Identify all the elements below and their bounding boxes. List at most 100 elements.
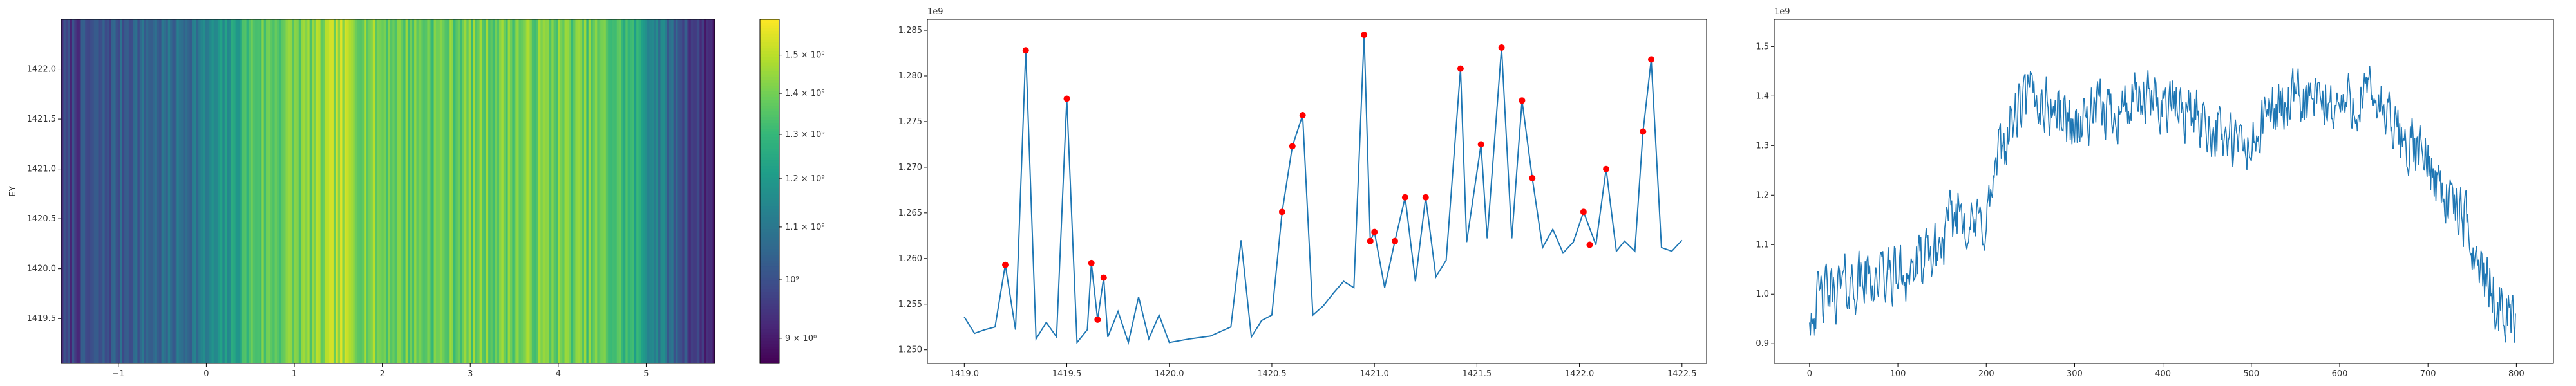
- x-tick-label: 4: [556, 369, 561, 379]
- heatmap-cell: [634, 19, 637, 363]
- heatmap-cell: [592, 19, 596, 363]
- x-tick-label: 800: [2508, 369, 2524, 379]
- colorbar-segment: [760, 96, 779, 100]
- colorbar-segment: [760, 85, 779, 89]
- heatmap-cell: [327, 19, 330, 363]
- heatmap-cell: [248, 19, 251, 363]
- y-tick-label: 1.1: [1756, 240, 1769, 250]
- colorbar-segment: [760, 19, 779, 23]
- heatmap-cell: [102, 19, 106, 363]
- heatmap-cell: [688, 19, 692, 363]
- heatmap-cell: [625, 19, 629, 363]
- heatmap-cell: [431, 19, 435, 363]
- colorbar-segment: [760, 154, 779, 158]
- heatmap-cell: [479, 19, 482, 363]
- heatmap-cell: [229, 19, 232, 363]
- heatmap-cell: [375, 19, 378, 363]
- colorbar-segment: [760, 125, 779, 129]
- heatmap-cell: [695, 19, 698, 363]
- heatmap-cell: [418, 19, 421, 363]
- colorbar-segment: [760, 217, 779, 221]
- heatmap-cell: [645, 19, 648, 363]
- heatmap-cell: [220, 19, 223, 363]
- plot-frame: [1774, 19, 2554, 364]
- heatmap-cell: [100, 19, 103, 363]
- heatmap-cell: [323, 19, 325, 363]
- heatmap-cell: [82, 19, 86, 363]
- heatmap-cell: [704, 19, 707, 363]
- heatmap-cell: [525, 19, 528, 363]
- x-tick-label: 1: [292, 369, 297, 379]
- colorbar-segment: [760, 274, 779, 278]
- peak-marker: [1603, 165, 1609, 172]
- x-tick-label: 5: [643, 369, 649, 379]
- heatmap-cell: [251, 19, 254, 363]
- heatmap-cell: [397, 19, 400, 363]
- heatmap-cell: [481, 19, 484, 363]
- colorbar-segment: [760, 199, 779, 203]
- heatmap-cell: [647, 19, 650, 363]
- colorbar-segment: [760, 128, 779, 132]
- colorbar-segment: [760, 211, 779, 215]
- heatmap-cell: [394, 19, 397, 363]
- heatmap-cell: [227, 19, 230, 363]
- colorbar-segment: [760, 197, 779, 201]
- heatmap-cell: [440, 19, 443, 363]
- heatmap-cell: [619, 19, 622, 363]
- heatmap-cell: [87, 19, 90, 363]
- heatmap-cell: [176, 19, 180, 363]
- heatmap-cell: [492, 19, 495, 363]
- colorbar-segment: [760, 114, 779, 118]
- x-tick-label: 200: [1978, 369, 1994, 379]
- colorbar-frame: [759, 19, 780, 364]
- y-tick-label: 1.5: [1756, 42, 1769, 51]
- colorbar-segment: [760, 246, 779, 250]
- y-tick-label: 1419.5: [27, 314, 57, 324]
- heatmap-cell: [575, 19, 578, 363]
- heatmap-cell: [627, 19, 630, 363]
- heatmap-cell: [255, 19, 258, 363]
- colorbar-segment: [760, 71, 779, 75]
- series-line: [1809, 65, 2516, 343]
- heatmap-cell: [355, 19, 358, 363]
- colorbar-segment: [760, 205, 779, 209]
- peak-marker: [1361, 32, 1368, 39]
- heatmap-cell: [553, 19, 556, 363]
- heatmap-cell: [588, 19, 591, 363]
- series-line-panel: 0 100 200 300 400 500 600 700 800 0.9 1.0 1.1 1.2 1.3…: [1756, 7, 2554, 379]
- heatmap-cell: [503, 19, 506, 363]
- heatmap-cell: [307, 19, 310, 363]
- colorbar-segment: [760, 45, 779, 49]
- heatmap-cell: [150, 19, 153, 363]
- heatmap-cell: [571, 19, 574, 363]
- colorbar-segment: [760, 165, 779, 169]
- heatmap-cell: [124, 19, 128, 363]
- heatmap-cell: [453, 19, 456, 363]
- heatmap-cell: [296, 19, 299, 363]
- heatmap-cell: [146, 19, 149, 363]
- heatmap-cell: [708, 19, 711, 363]
- colorbar-segment: [760, 337, 779, 341]
- colorbar-segment: [760, 289, 779, 293]
- colorbar-segment: [760, 179, 779, 183]
- colorbar-segment: [760, 140, 779, 143]
- heatmap-cell: [340, 19, 343, 363]
- heatmap-cell: [529, 19, 533, 363]
- peak-marker: [1002, 261, 1009, 268]
- heatmap-cell: [301, 19, 304, 363]
- heatmap-cell: [531, 19, 535, 363]
- colorbar-segment: [760, 262, 779, 267]
- heatmap-cell: [166, 19, 169, 363]
- heatmap-cell: [71, 19, 75, 363]
- heatmap-cell: [156, 19, 160, 363]
- colorbar-segment: [760, 346, 779, 350]
- heatmap-cell: [499, 19, 502, 363]
- heatmap-cell: [281, 19, 284, 363]
- colorbar-segment: [760, 203, 779, 207]
- heatmap-cell: [224, 19, 227, 363]
- heatmap-cell: [274, 19, 278, 363]
- heatmap-cell: [442, 19, 446, 363]
- heatmap-cell: [320, 19, 323, 363]
- colorbar-segment: [760, 79, 779, 83]
- heatmap-cell: [562, 19, 565, 363]
